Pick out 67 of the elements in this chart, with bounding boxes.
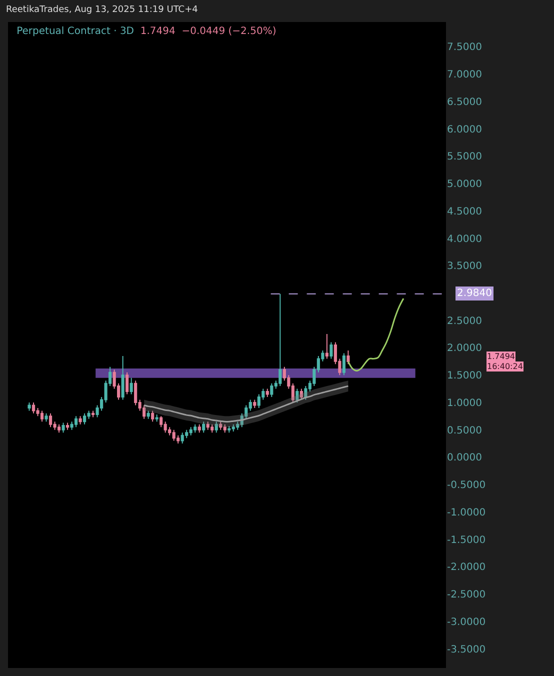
y-tick-label: 0.5000: [447, 425, 482, 436]
candlestick: [172, 429, 176, 442]
candlestick: [92, 410, 95, 418]
candlestick: [210, 424, 214, 434]
y-tick-label: 7.0000: [447, 70, 482, 81]
y-tick-label: 7.5000: [447, 42, 482, 54]
candlestick: [40, 410, 44, 422]
y-tick-label: -2.5000: [447, 590, 486, 601]
candlestick: [130, 377, 133, 395]
candlestick: [32, 402, 36, 414]
y-tick-label: 5.5000: [447, 152, 482, 163]
candlestick: [146, 410, 150, 420]
candlestick: [57, 424, 61, 434]
candlestick: [296, 388, 299, 403]
y-tick-label: 3.5000: [447, 261, 482, 272]
ref-line-label: 2.9840: [457, 288, 492, 299]
candlestick: [330, 342, 333, 360]
candlestick: [66, 422, 70, 430]
y-tick-label: 0.0000: [447, 452, 482, 464]
y-tick-label: -3.0000: [447, 616, 486, 628]
candlestick: [62, 422, 65, 434]
candlestick: [346, 350, 350, 365]
candlestick: [223, 424, 226, 434]
candlestick: [44, 412, 48, 422]
chart-subtitle: 1.7494 −0.0449 (−2.50%): [140, 26, 276, 37]
y-tick-label: -3.5000: [447, 644, 486, 656]
candlestick: [206, 421, 210, 430]
candlestick: [48, 412, 52, 428]
candlestick: [214, 421, 218, 434]
y-tick-label: 6.5000: [447, 96, 482, 108]
y-tick-label: 6.0000: [447, 124, 482, 136]
text: 16:40:24: [487, 362, 523, 371]
candlestick: [228, 426, 231, 434]
candlestick: [28, 402, 31, 412]
y-tick-label: 1.5000: [447, 370, 482, 382]
candlestick: [266, 388, 269, 398]
candlestick: [83, 412, 86, 425]
candlestick: [270, 382, 274, 398]
candlestick: [151, 410, 154, 422]
candlestick: [121, 355, 124, 400]
candlestick: [126, 372, 129, 395]
candlestick: [180, 432, 184, 444]
candlestick: [78, 416, 82, 425]
candlestick: [155, 414, 158, 422]
candlestick: [194, 424, 197, 434]
candlestick: [202, 421, 206, 434]
line-series: [347, 298, 404, 372]
candlestick: [278, 293, 282, 387]
candlestick: [198, 424, 201, 434]
text: 1.7494: [487, 352, 515, 361]
candlestick: [325, 334, 328, 360]
candlestick: [342, 352, 346, 376]
y-tick-label: 4.5000: [447, 206, 482, 218]
candlestick: [253, 399, 256, 408]
y-tick-label: 5.0000: [447, 179, 482, 190]
y-tick-label: -1.0000: [447, 507, 486, 518]
y-tick-label: 1.0000: [447, 398, 482, 409]
text: ReetikaTrades, Aug 13, 2025 11:19 UTC+4: [6, 5, 198, 15]
y-tick-label: -2.0000: [447, 562, 486, 574]
y-tick-label: 2.0000: [447, 343, 482, 354]
y-tick-label: 2.5000: [447, 316, 482, 327]
y-tick-label: 4.0000: [447, 234, 482, 245]
y-tick-label: -1.5000: [447, 534, 486, 546]
candlestick: [232, 424, 235, 432]
candlestick: [189, 426, 192, 436]
chart-title: Perpetual Contract · 3D: [16, 26, 134, 37]
y-tick-label: -0.5000: [447, 480, 486, 492]
